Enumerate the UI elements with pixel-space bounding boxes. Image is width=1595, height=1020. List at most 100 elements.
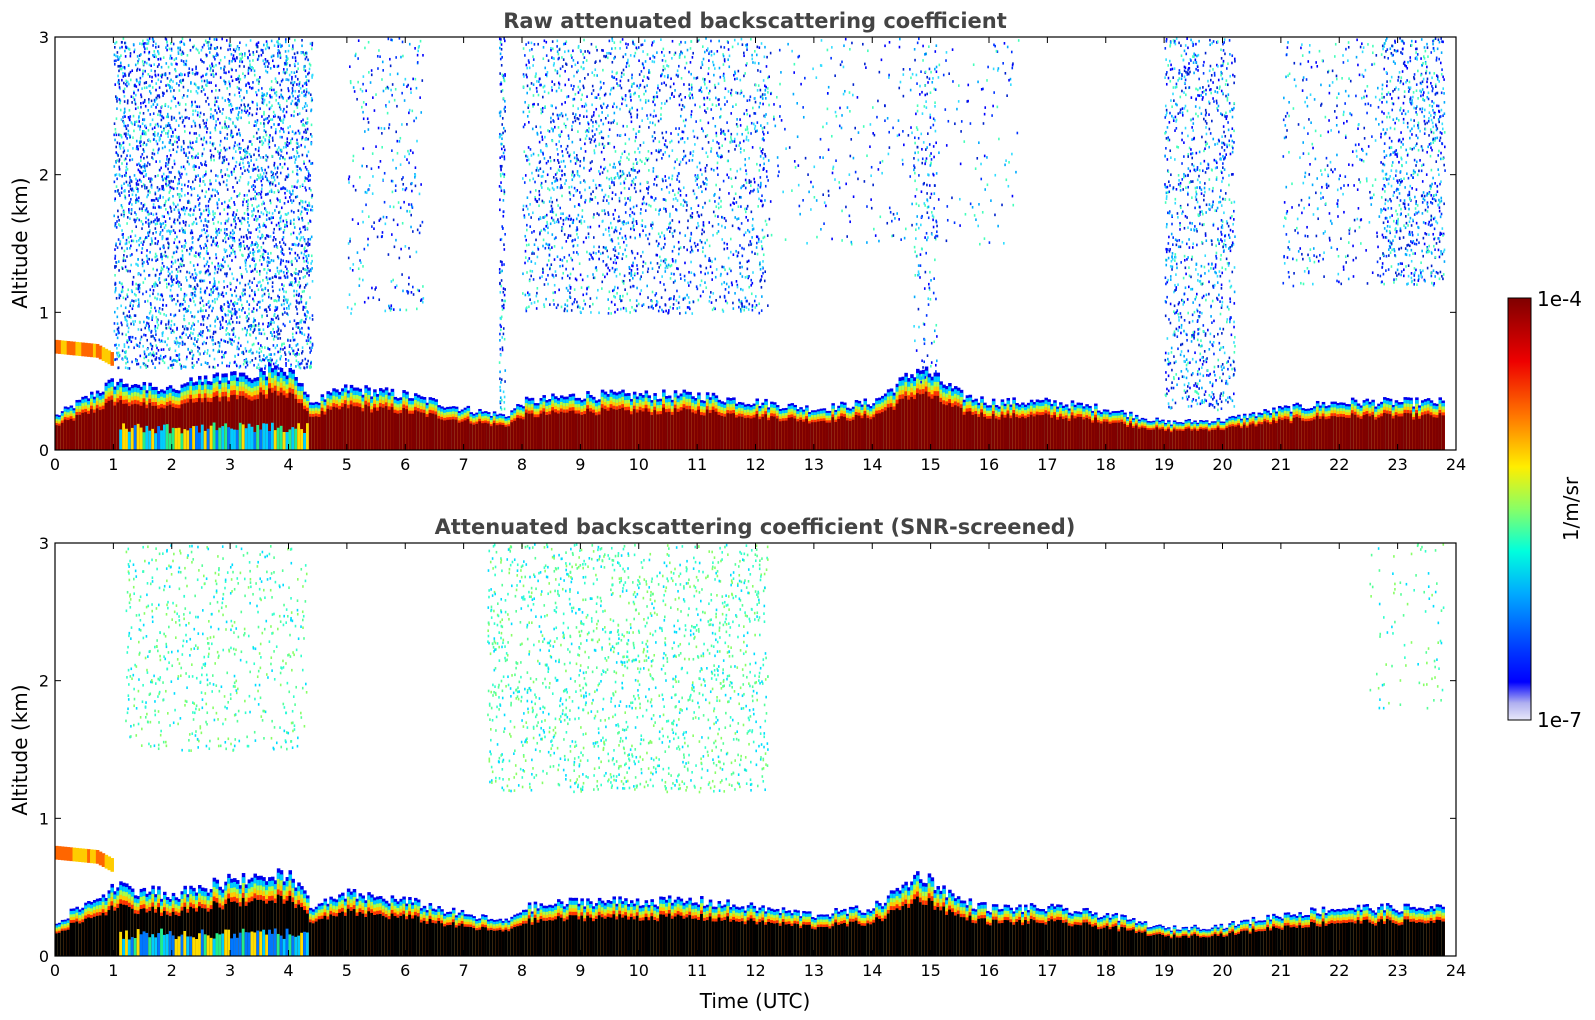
boundary-layer-cell	[1202, 429, 1206, 450]
noise-pixel	[141, 209, 144, 212]
noise-pixel	[120, 64, 122, 68]
noise-pixel	[211, 64, 214, 68]
noise-pixel	[233, 231, 236, 235]
noise-pixel	[125, 165, 128, 169]
noise-pixel	[141, 130, 144, 133]
noise-pixel	[294, 64, 296, 68]
noise-pixel	[268, 324, 271, 327]
noise-pixel	[114, 83, 117, 86]
noise-pixel	[204, 361, 207, 364]
noise-pixel	[193, 168, 196, 171]
noise-pixel	[114, 290, 116, 294]
noise-pixel	[129, 200, 131, 204]
noise-pixel	[143, 132, 146, 136]
noise-pixel	[236, 118, 239, 121]
noise-pixel	[118, 82, 121, 86]
boundary-layer-cell	[662, 407, 666, 450]
boundary-layer-cell	[1321, 416, 1326, 450]
noise-pixel	[200, 137, 203, 141]
noise-pixel	[130, 244, 132, 248]
noise-pixel	[273, 314, 275, 317]
noise-pixel	[223, 66, 225, 70]
noise-pixel	[263, 62, 266, 66]
noise-pixel	[136, 190, 139, 193]
noise-pixel	[222, 265, 225, 268]
noise-pixel	[161, 294, 164, 298]
boundary-layer-cell	[951, 406, 955, 450]
noise-pixel	[114, 189, 117, 193]
noise-pixel	[165, 84, 167, 87]
boundary-layer-cell	[519, 418, 523, 450]
boundary-layer-cell	[1260, 424, 1264, 450]
noise-pixel	[197, 152, 199, 156]
noise-pixel	[216, 271, 219, 274]
noise-pixel	[149, 229, 151, 232]
noise-pixel	[160, 320, 163, 323]
boundary-layer-cell	[787, 417, 792, 450]
noise-pixel	[176, 340, 178, 344]
noise-pixel	[137, 328, 140, 331]
noise-pixel	[216, 52, 218, 55]
boundary-layer-cell	[393, 412, 398, 450]
boundary-layer-cell	[1015, 417, 1019, 450]
noise-pixel	[298, 90, 300, 93]
noise-pixel	[293, 294, 295, 298]
boundary-layer-cell	[1193, 429, 1197, 450]
noise-pixel	[217, 96, 219, 100]
noise-pixel	[187, 145, 189, 149]
noise-pixel	[117, 355, 120, 359]
boundary-layer-cell	[778, 421, 783, 450]
noise-pixel	[215, 54, 217, 58]
noise-pixel	[208, 305, 211, 309]
noise-pixel	[166, 211, 169, 214]
noise-pixel	[303, 247, 306, 251]
noise-pixel	[253, 319, 255, 322]
noise-pixel	[134, 100, 136, 104]
boundary-layer-cell	[113, 405, 117, 450]
noise-pixel	[167, 267, 170, 271]
boundary-layer-cell	[1108, 423, 1113, 450]
noise-pixel	[223, 339, 225, 343]
noise-pixel	[297, 272, 300, 276]
noise-pixel	[115, 226, 118, 229]
boundary-layer-cell	[1295, 416, 1299, 450]
noise-pixel	[285, 55, 288, 59]
noise-pixel	[182, 94, 185, 97]
boundary-layer-cell	[367, 406, 371, 450]
noise-pixel	[271, 118, 274, 121]
noise-pixel	[207, 220, 210, 223]
boundary-layer-cell	[1190, 430, 1194, 450]
noise-pixel	[155, 254, 158, 258]
noise-pixel	[152, 362, 154, 366]
boundary-layer-cell	[1096, 422, 1101, 450]
noise-pixel	[250, 159, 252, 162]
noise-pixel	[285, 307, 288, 310]
noise-pixel	[271, 212, 274, 215]
noise-pixel	[162, 184, 164, 188]
boundary-layer-cell	[551, 410, 555, 450]
noise-pixel	[156, 346, 158, 350]
noise-pixel	[114, 288, 117, 292]
noise-pixel	[306, 257, 308, 261]
boundary-layer-cell	[1061, 419, 1066, 450]
noise-pixel	[157, 199, 159, 203]
noise-pixel	[268, 107, 271, 111]
noise-pixel	[296, 77, 299, 81]
noise-pixel	[243, 96, 245, 100]
noise-pixel	[119, 242, 121, 246]
noise-pixel	[234, 307, 236, 311]
noise-pixel	[277, 317, 280, 321]
noise-pixel	[273, 321, 275, 324]
noise-pixel	[154, 222, 157, 226]
noise-pixel	[120, 191, 123, 195]
noise-pixel	[128, 82, 130, 86]
noise-pixel	[146, 38, 149, 42]
noise-pixel	[292, 336, 294, 339]
noise-pixel	[311, 76, 313, 79]
noise-pixel	[265, 276, 268, 279]
noise-pixel	[238, 48, 240, 51]
boundary-layer-cell	[583, 414, 587, 450]
boundary-layer-cell	[221, 396, 225, 450]
boundary-layer-cell	[1324, 419, 1329, 450]
near-surface-cell	[233, 429, 237, 450]
